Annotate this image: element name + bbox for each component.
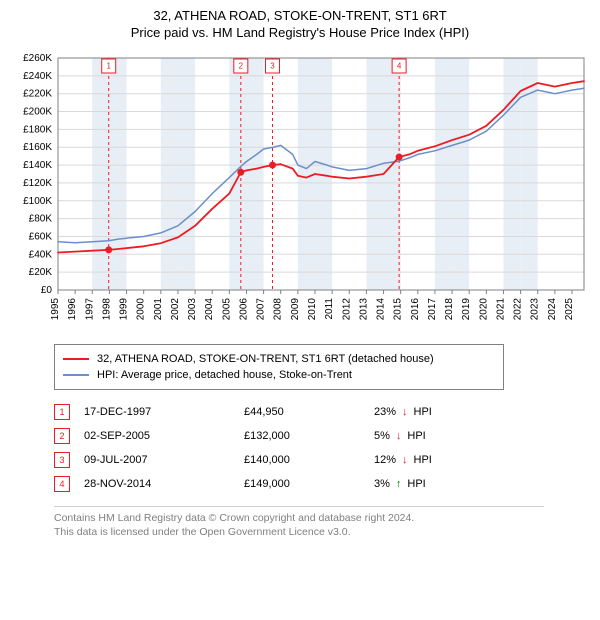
svg-text:2018: 2018 bbox=[444, 298, 455, 321]
sale-badge: 1 bbox=[54, 404, 70, 420]
svg-text:£180K: £180K bbox=[23, 124, 52, 135]
svg-text:1999: 1999 bbox=[119, 298, 130, 321]
svg-text:£80K: £80K bbox=[29, 214, 53, 225]
sale-date: 17-DEC-1997 bbox=[84, 406, 244, 418]
footer-line-1: Contains HM Land Registry data © Crown c… bbox=[54, 511, 544, 525]
svg-text:£40K: £40K bbox=[29, 249, 53, 260]
svg-text:2023: 2023 bbox=[530, 298, 541, 321]
svg-text:2004: 2004 bbox=[204, 298, 215, 321]
svg-text:2002: 2002 bbox=[170, 298, 181, 321]
arrow-down-icon: ↓ bbox=[396, 430, 402, 442]
svg-text:2: 2 bbox=[239, 62, 244, 71]
svg-text:2013: 2013 bbox=[358, 298, 369, 321]
svg-text:£100K: £100K bbox=[23, 196, 52, 207]
svg-text:2014: 2014 bbox=[376, 298, 387, 321]
arrow-up-icon: ↑ bbox=[396, 478, 402, 490]
legend-label: HPI: Average price, detached house, Stok… bbox=[97, 369, 352, 381]
svg-text:3: 3 bbox=[270, 62, 275, 71]
legend-row: HPI: Average price, detached house, Stok… bbox=[63, 367, 495, 383]
sale-date: 02-SEP-2005 bbox=[84, 430, 244, 442]
svg-text:2000: 2000 bbox=[136, 298, 147, 321]
legend: 32, ATHENA ROAD, STOKE-ON-TRENT, ST1 6RT… bbox=[54, 344, 504, 390]
sale-hpi-delta: 12%↓HPI bbox=[374, 454, 504, 466]
svg-text:2010: 2010 bbox=[307, 298, 318, 321]
sale-badge: 3 bbox=[54, 452, 70, 468]
sale-price: £140,000 bbox=[244, 454, 374, 466]
sale-price: £44,950 bbox=[244, 406, 374, 418]
sale-price: £132,000 bbox=[244, 430, 374, 442]
svg-text:£20K: £20K bbox=[29, 267, 53, 278]
svg-text:£160K: £160K bbox=[23, 142, 52, 153]
svg-text:2024: 2024 bbox=[547, 298, 558, 321]
legend-swatch bbox=[63, 358, 89, 360]
sale-badge: 4 bbox=[54, 476, 70, 492]
svg-text:2012: 2012 bbox=[341, 298, 352, 321]
sale-price: £149,000 bbox=[244, 478, 374, 490]
svg-text:2011: 2011 bbox=[324, 298, 335, 320]
svg-text:£260K: £260K bbox=[23, 53, 52, 64]
sale-hpi-delta: 3%↑HPI bbox=[374, 478, 504, 490]
svg-text:2005: 2005 bbox=[221, 298, 232, 321]
svg-text:£120K: £120K bbox=[23, 178, 52, 189]
sale-row: 1 17-DEC-1997£44,95023%↓HPI bbox=[54, 400, 504, 424]
svg-text:4: 4 bbox=[397, 62, 402, 71]
svg-text:£60K: £60K bbox=[29, 231, 53, 242]
svg-text:1: 1 bbox=[106, 62, 111, 71]
svg-text:£0: £0 bbox=[41, 285, 53, 296]
svg-text:2016: 2016 bbox=[410, 298, 421, 321]
svg-text:2006: 2006 bbox=[238, 298, 249, 321]
sale-row: 3 09-JUL-2007£140,00012%↓HPI bbox=[54, 448, 504, 472]
price-hpi-chart: £0 £20K £40K £60K £80K £100K £120K £140K £160K £1… bbox=[10, 50, 590, 330]
svg-text:2003: 2003 bbox=[187, 298, 198, 321]
arrow-down-icon: ↓ bbox=[402, 406, 408, 418]
sale-row: 4 28-NOV-2014£149,0003%↑HPI bbox=[54, 472, 504, 496]
svg-text:1997: 1997 bbox=[84, 298, 95, 321]
svg-text:1996: 1996 bbox=[67, 298, 78, 321]
chart-svg: £0 £20K £40K £60K £80K £100K £120K £140K £160K £1… bbox=[10, 50, 590, 330]
svg-text:1998: 1998 bbox=[101, 298, 112, 321]
legend-row: 32, ATHENA ROAD, STOKE-ON-TRENT, ST1 6RT… bbox=[63, 351, 495, 367]
svg-text:£240K: £240K bbox=[23, 71, 52, 82]
title-address: 32, ATHENA ROAD, STOKE-ON-TRENT, ST1 6RT bbox=[10, 8, 590, 23]
sale-date: 09-JUL-2007 bbox=[84, 454, 244, 466]
legend-swatch bbox=[63, 374, 89, 376]
svg-text:2001: 2001 bbox=[153, 298, 164, 321]
svg-text:£200K: £200K bbox=[23, 107, 52, 118]
svg-text:£140K: £140K bbox=[23, 160, 52, 171]
legend-label: 32, ATHENA ROAD, STOKE-ON-TRENT, ST1 6RT… bbox=[97, 353, 434, 365]
title-subtitle: Price paid vs. HM Land Registry's House … bbox=[10, 25, 590, 40]
arrow-down-icon: ↓ bbox=[402, 454, 408, 466]
sale-hpi-delta: 5%↓HPI bbox=[374, 430, 504, 442]
svg-text:2017: 2017 bbox=[427, 298, 438, 321]
sale-badge: 2 bbox=[54, 428, 70, 444]
svg-text:2025: 2025 bbox=[564, 298, 575, 321]
svg-text:2019: 2019 bbox=[461, 298, 472, 321]
svg-text:2007: 2007 bbox=[256, 298, 267, 321]
svg-text:2021: 2021 bbox=[495, 298, 506, 321]
footer-attribution: Contains HM Land Registry data © Crown c… bbox=[54, 506, 544, 539]
svg-text:2020: 2020 bbox=[478, 298, 489, 321]
svg-text:2009: 2009 bbox=[290, 298, 301, 321]
svg-text:2022: 2022 bbox=[513, 298, 524, 321]
sale-date: 28-NOV-2014 bbox=[84, 478, 244, 490]
svg-text:2008: 2008 bbox=[273, 298, 284, 321]
sales-table: 117-DEC-1997£44,95023%↓HPI202-SEP-2005£1… bbox=[54, 400, 504, 496]
footer-line-2: This data is licensed under the Open Gov… bbox=[54, 525, 544, 539]
sale-row: 2 02-SEP-2005£132,0005%↓HPI bbox=[54, 424, 504, 448]
sale-hpi-delta: 23%↓HPI bbox=[374, 406, 504, 418]
svg-text:2015: 2015 bbox=[393, 298, 404, 321]
svg-text:£220K: £220K bbox=[23, 89, 52, 100]
svg-text:1995: 1995 bbox=[50, 298, 61, 321]
